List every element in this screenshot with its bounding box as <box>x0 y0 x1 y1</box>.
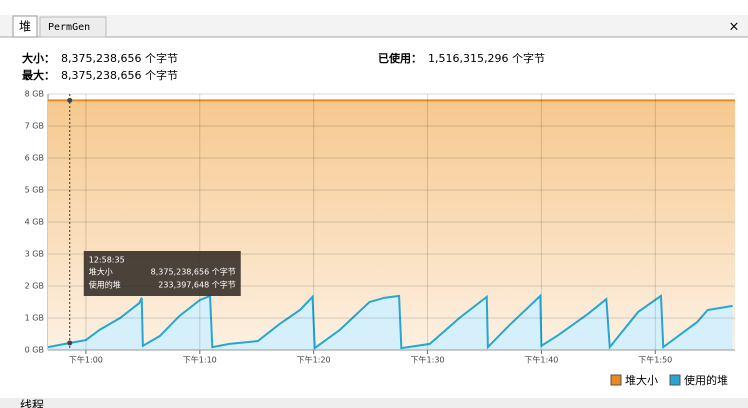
value: 8,375,238,656 个字节 <box>61 51 178 65</box>
tab[interactable] <box>39 16 107 38</box>
y-tick-label: 4 GB <box>25 218 44 227</box>
y-tick-label: 5 GB <box>25 186 44 195</box>
y-tick-label: 1 GB <box>25 314 44 323</box>
label: 最大： <box>22 68 55 82</box>
tab-label[interactable]: 线程 <box>20 398 44 408</box>
x-tick-label: 下午1:50 <box>638 355 672 365</box>
legend-label: 堆大小 <box>625 373 658 387</box>
label: 大小： <box>22 51 55 65</box>
value: 8,375,238,656 个字节 <box>61 68 178 82</box>
tooltip-value: 8,375,238,656 个字节 <box>151 267 236 277</box>
y-tick-label: 7 GB <box>25 122 44 131</box>
value: 1,516,315,296 个字节 <box>428 51 545 65</box>
tooltip-label: 使用的堆 <box>89 280 121 290</box>
tab-label[interactable]: PermGen <box>48 22 90 33</box>
x-tick-label: 下午1:10 <box>183 355 217 365</box>
y-tick-label: 8 GB <box>25 90 44 99</box>
close-button[interactable]: × <box>729 20 740 35</box>
legend-swatch <box>669 374 681 386</box>
line <box>47 293 733 350</box>
y-tick-label: 2 GB <box>25 282 44 291</box>
tab[interactable] <box>12 15 38 38</box>
y-tick-label: 6 GB <box>25 154 44 163</box>
tab-bar <box>0 15 748 37</box>
legend-swatch <box>610 374 622 386</box>
label: 已使用： <box>378 51 422 65</box>
bottom-bar <box>0 398 748 408</box>
cursor-dot <box>67 340 73 346</box>
tooltip-time: 12:58:35 <box>89 256 125 265</box>
y-tick-label: 3 GB <box>25 250 44 259</box>
tooltip-value: 233,397,648 个字节 <box>158 280 235 290</box>
area <box>48 295 733 350</box>
cursor-dot <box>67 97 73 103</box>
x-tick-label: 下午1:40 <box>524 355 558 365</box>
tab-label[interactable]: 堆 <box>19 20 31 34</box>
tooltip <box>83 251 241 296</box>
tooltip-label: 堆大小 <box>89 267 113 277</box>
legend-label: 使用的堆 <box>684 373 728 387</box>
x-tick-label: 下午1:20 <box>297 355 331 365</box>
x-tick-label: 下午1:30 <box>411 355 445 365</box>
x-tick-label: 下午1:00 <box>69 355 103 365</box>
y-tick-label: 0 GB <box>25 346 44 355</box>
